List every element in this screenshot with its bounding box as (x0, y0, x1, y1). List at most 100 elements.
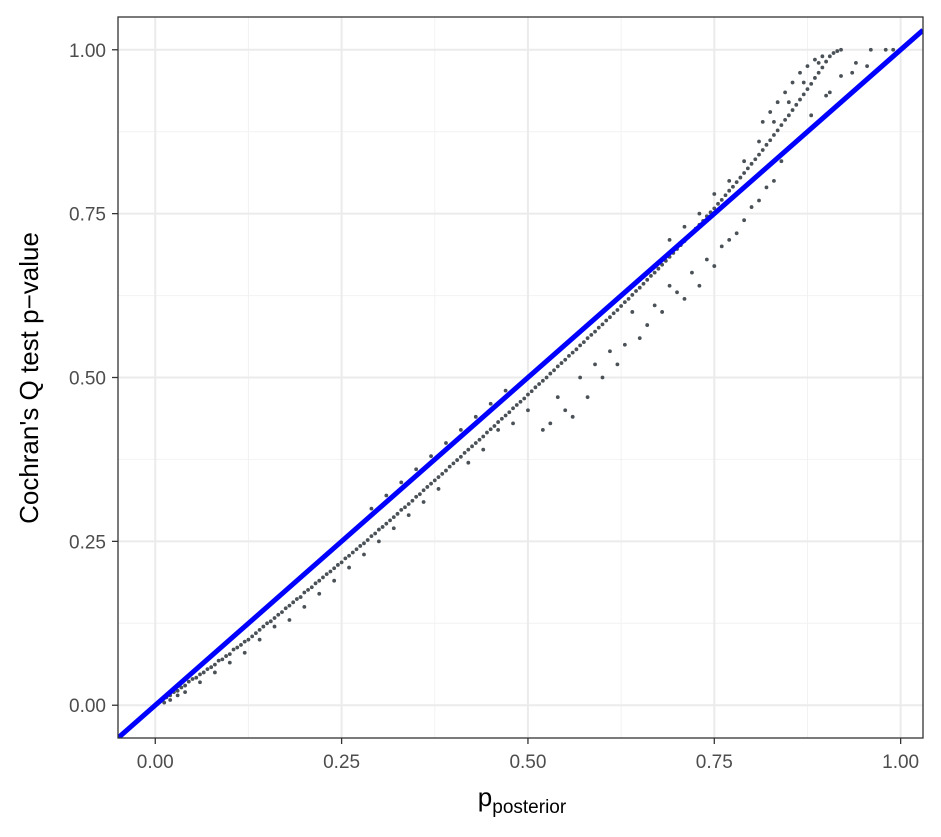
data-point (742, 218, 747, 223)
data-point (313, 581, 318, 586)
data-point (839, 74, 843, 78)
data-point (764, 142, 769, 147)
data-point (581, 340, 586, 345)
data-point (790, 108, 795, 112)
data-point (649, 274, 653, 278)
data-point (473, 441, 478, 445)
data-point (772, 178, 776, 183)
data-point (813, 76, 817, 80)
data-point (790, 80, 795, 85)
data-point (458, 428, 463, 432)
reference-line-group (118, 28, 923, 738)
data-point (690, 270, 694, 275)
data-point (563, 357, 568, 362)
data-point (805, 87, 810, 91)
data-point (376, 527, 381, 532)
data-point (630, 310, 635, 314)
data-point (332, 578, 337, 583)
data-point (563, 408, 568, 413)
data-point (399, 480, 404, 485)
data-point (697, 283, 702, 288)
data-point (716, 201, 720, 206)
data-point (816, 70, 821, 75)
y-tick-label: 0.00 (69, 696, 106, 717)
data-point (652, 270, 657, 275)
data-point (388, 518, 392, 523)
data-point (831, 51, 836, 55)
data-point (667, 237, 672, 242)
data-point (593, 362, 597, 367)
data-point (406, 502, 411, 506)
x-tick-label: 0.75 (696, 752, 733, 773)
data-point (194, 675, 199, 680)
data-point (175, 693, 180, 698)
data-point (235, 645, 240, 650)
data-point (827, 90, 832, 95)
data-point (760, 148, 765, 152)
data-point (384, 521, 389, 526)
y-tick-label: 1.00 (69, 41, 106, 62)
data-point (529, 389, 534, 394)
data-point (783, 90, 788, 95)
y-axis-title: Cochran's Q test p−value (14, 232, 44, 524)
data-point (414, 467, 419, 472)
data-point (403, 505, 407, 510)
data-point (212, 662, 217, 667)
data-point (615, 308, 620, 312)
data-point (712, 206, 717, 211)
data-point (589, 332, 594, 337)
data-point (499, 416, 504, 421)
data-point (272, 624, 277, 629)
data-point (768, 110, 773, 114)
data-point (794, 102, 799, 107)
x-axis-title-subscript: posterior (492, 797, 567, 818)
data-point (481, 434, 486, 439)
data-point (227, 652, 232, 657)
data-point (477, 437, 482, 442)
data-point (287, 618, 292, 622)
data-point (514, 403, 519, 407)
data-point (239, 643, 243, 647)
data-point (619, 304, 624, 308)
x-tick-label: 0.00 (137, 752, 174, 773)
data-point (410, 498, 415, 503)
data-point (813, 57, 817, 62)
data-point (552, 368, 556, 373)
data-point (798, 97, 802, 102)
data-point (630, 293, 635, 297)
data-point (186, 679, 191, 684)
data-point (786, 113, 791, 118)
data-point (850, 70, 855, 75)
data-point (719, 244, 724, 249)
data-point (485, 430, 489, 435)
data-point (593, 329, 597, 334)
data-point (201, 670, 206, 675)
data-point (287, 603, 292, 608)
data-point (824, 93, 829, 98)
data-point (362, 552, 366, 557)
data-point (395, 511, 400, 516)
data-point (391, 526, 396, 531)
data-point (399, 508, 404, 512)
data-point (462, 450, 467, 455)
data-point (753, 157, 758, 162)
data-point (749, 161, 754, 166)
data-point (555, 364, 560, 369)
data-point (384, 493, 389, 498)
data-point (429, 454, 433, 459)
data-point (212, 670, 217, 675)
data-point (458, 454, 463, 459)
data-point (466, 460, 471, 465)
data-point (436, 487, 441, 491)
data-point (481, 447, 486, 452)
data-point (839, 47, 843, 52)
data-point (734, 231, 739, 236)
data-point (298, 595, 303, 599)
data-point (246, 637, 251, 642)
data-point (727, 178, 732, 183)
data-point (559, 361, 564, 365)
data-point (272, 616, 277, 620)
data-point (324, 572, 329, 577)
data-point (641, 281, 646, 286)
data-point (745, 166, 750, 171)
